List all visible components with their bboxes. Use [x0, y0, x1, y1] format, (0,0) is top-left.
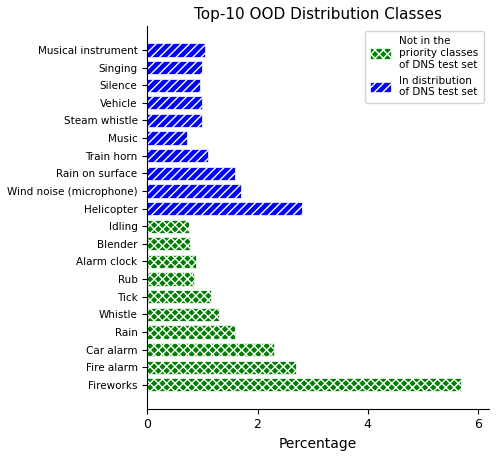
Bar — [147, 273, 194, 286]
Bar — [147, 202, 302, 215]
Bar — [147, 131, 187, 145]
Bar — [147, 61, 202, 74]
Title: Top-10 OOD Distribution Classes: Top-10 OOD Distribution Classes — [194, 7, 442, 22]
Bar — [147, 167, 236, 180]
Bar — [147, 290, 211, 303]
Bar — [147, 44, 205, 56]
Bar — [147, 114, 202, 127]
Bar — [147, 325, 236, 338]
Bar — [147, 378, 461, 392]
Bar — [147, 184, 241, 197]
Bar — [147, 255, 196, 268]
Bar — [147, 343, 274, 356]
Bar — [147, 78, 200, 92]
Legend: Not in the
priority classes
of DNS test set, In distribution
of DNS test set: Not in the priority classes of DNS test … — [365, 31, 484, 103]
Bar — [147, 149, 208, 162]
X-axis label: Percentage: Percentage — [279, 437, 357, 451]
Bar — [147, 96, 202, 109]
Bar — [147, 360, 296, 374]
Bar — [147, 219, 188, 233]
Bar — [147, 237, 190, 251]
Bar — [147, 308, 219, 321]
